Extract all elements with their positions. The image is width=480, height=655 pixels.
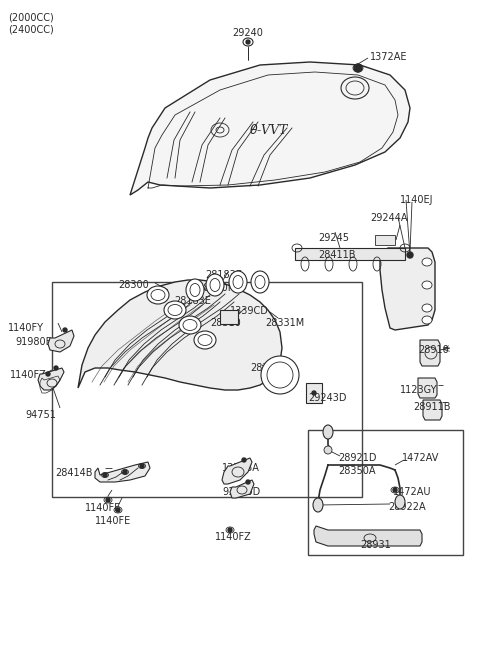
Bar [295, 248, 405, 260]
Text: 1338BA: 1338BA [222, 463, 260, 473]
Text: (2400CC): (2400CC) [8, 24, 54, 34]
Bar [375, 235, 395, 245]
Text: 28312G: 28312G [250, 363, 288, 373]
Text: 1372AE: 1372AE [370, 52, 408, 62]
Text: 91980B: 91980B [15, 337, 52, 347]
Text: (2000CC): (2000CC) [8, 12, 54, 22]
Circle shape [116, 508, 120, 512]
Polygon shape [222, 458, 252, 484]
Circle shape [46, 372, 50, 376]
Text: 28910: 28910 [418, 345, 449, 355]
Ellipse shape [422, 258, 432, 266]
Text: 28411B: 28411B [318, 250, 356, 260]
Bar [308, 430, 463, 555]
Circle shape [407, 252, 413, 258]
Circle shape [312, 391, 316, 395]
Text: 1472AU: 1472AU [393, 487, 432, 497]
Polygon shape [418, 378, 437, 398]
Ellipse shape [395, 495, 405, 509]
Circle shape [54, 366, 58, 370]
Text: 29243D: 29243D [308, 393, 347, 403]
Circle shape [103, 473, 107, 477]
Circle shape [106, 498, 110, 502]
Text: 1472AV: 1472AV [402, 453, 439, 463]
Ellipse shape [151, 290, 165, 301]
Circle shape [246, 480, 250, 484]
Polygon shape [38, 368, 64, 390]
Text: 28310: 28310 [210, 318, 241, 328]
Polygon shape [380, 248, 435, 330]
Circle shape [242, 458, 246, 462]
Text: 28922A: 28922A [388, 502, 426, 512]
Ellipse shape [198, 335, 212, 345]
Ellipse shape [422, 281, 432, 289]
Text: 1140FE: 1140FE [85, 503, 121, 513]
Text: 1339CD: 1339CD [230, 306, 269, 316]
Ellipse shape [164, 301, 186, 319]
Ellipse shape [168, 305, 182, 316]
Text: 28911B: 28911B [413, 402, 451, 412]
Polygon shape [48, 330, 74, 352]
Circle shape [246, 40, 250, 44]
Ellipse shape [183, 320, 197, 331]
Ellipse shape [324, 446, 332, 454]
Circle shape [63, 328, 67, 332]
Ellipse shape [422, 304, 432, 312]
Polygon shape [95, 462, 150, 482]
Polygon shape [230, 480, 254, 498]
Text: 1123GY: 1123GY [400, 385, 437, 395]
Circle shape [123, 470, 127, 474]
Text: 28921D: 28921D [338, 453, 376, 463]
Text: 29244A: 29244A [370, 213, 408, 223]
Circle shape [354, 64, 362, 72]
Circle shape [140, 464, 144, 468]
Ellipse shape [206, 274, 224, 296]
Text: 28183E: 28183E [205, 270, 242, 280]
Text: 91980D: 91980D [222, 487, 260, 497]
Text: 28331M: 28331M [265, 318, 304, 328]
Text: 28931: 28931 [360, 540, 391, 550]
Ellipse shape [147, 286, 169, 304]
Polygon shape [78, 280, 282, 390]
Bar [306, 383, 322, 403]
Text: $\theta$-VVT: $\theta$-VVT [250, 123, 290, 137]
Ellipse shape [186, 279, 204, 301]
Text: 1140FZ: 1140FZ [215, 532, 252, 542]
Ellipse shape [313, 498, 323, 512]
Bar [52, 282, 362, 497]
Text: 1140FZ: 1140FZ [10, 370, 47, 380]
Text: 1140FE: 1140FE [95, 516, 131, 526]
Text: 28350A: 28350A [338, 466, 375, 476]
Polygon shape [420, 340, 440, 366]
Ellipse shape [179, 316, 201, 334]
Ellipse shape [323, 425, 333, 439]
Polygon shape [130, 62, 410, 195]
Text: 1140EJ: 1140EJ [400, 195, 433, 205]
Text: 29245: 29245 [318, 233, 349, 243]
Text: 94751: 94751 [25, 410, 56, 420]
Text: 28300: 28300 [118, 280, 149, 290]
Text: 29240: 29240 [233, 28, 264, 38]
Text: 28340H: 28340H [197, 283, 235, 293]
Bar [220, 310, 238, 324]
Ellipse shape [251, 271, 269, 293]
Ellipse shape [194, 331, 216, 349]
Ellipse shape [229, 271, 247, 293]
Circle shape [393, 488, 397, 492]
Text: 28414B: 28414B [55, 468, 93, 478]
Ellipse shape [261, 356, 299, 394]
Ellipse shape [422, 316, 432, 324]
Text: 1140FY: 1140FY [8, 323, 44, 333]
Polygon shape [314, 526, 422, 546]
Polygon shape [423, 400, 442, 420]
Text: 28183E: 28183E [174, 296, 211, 306]
Circle shape [228, 528, 232, 532]
